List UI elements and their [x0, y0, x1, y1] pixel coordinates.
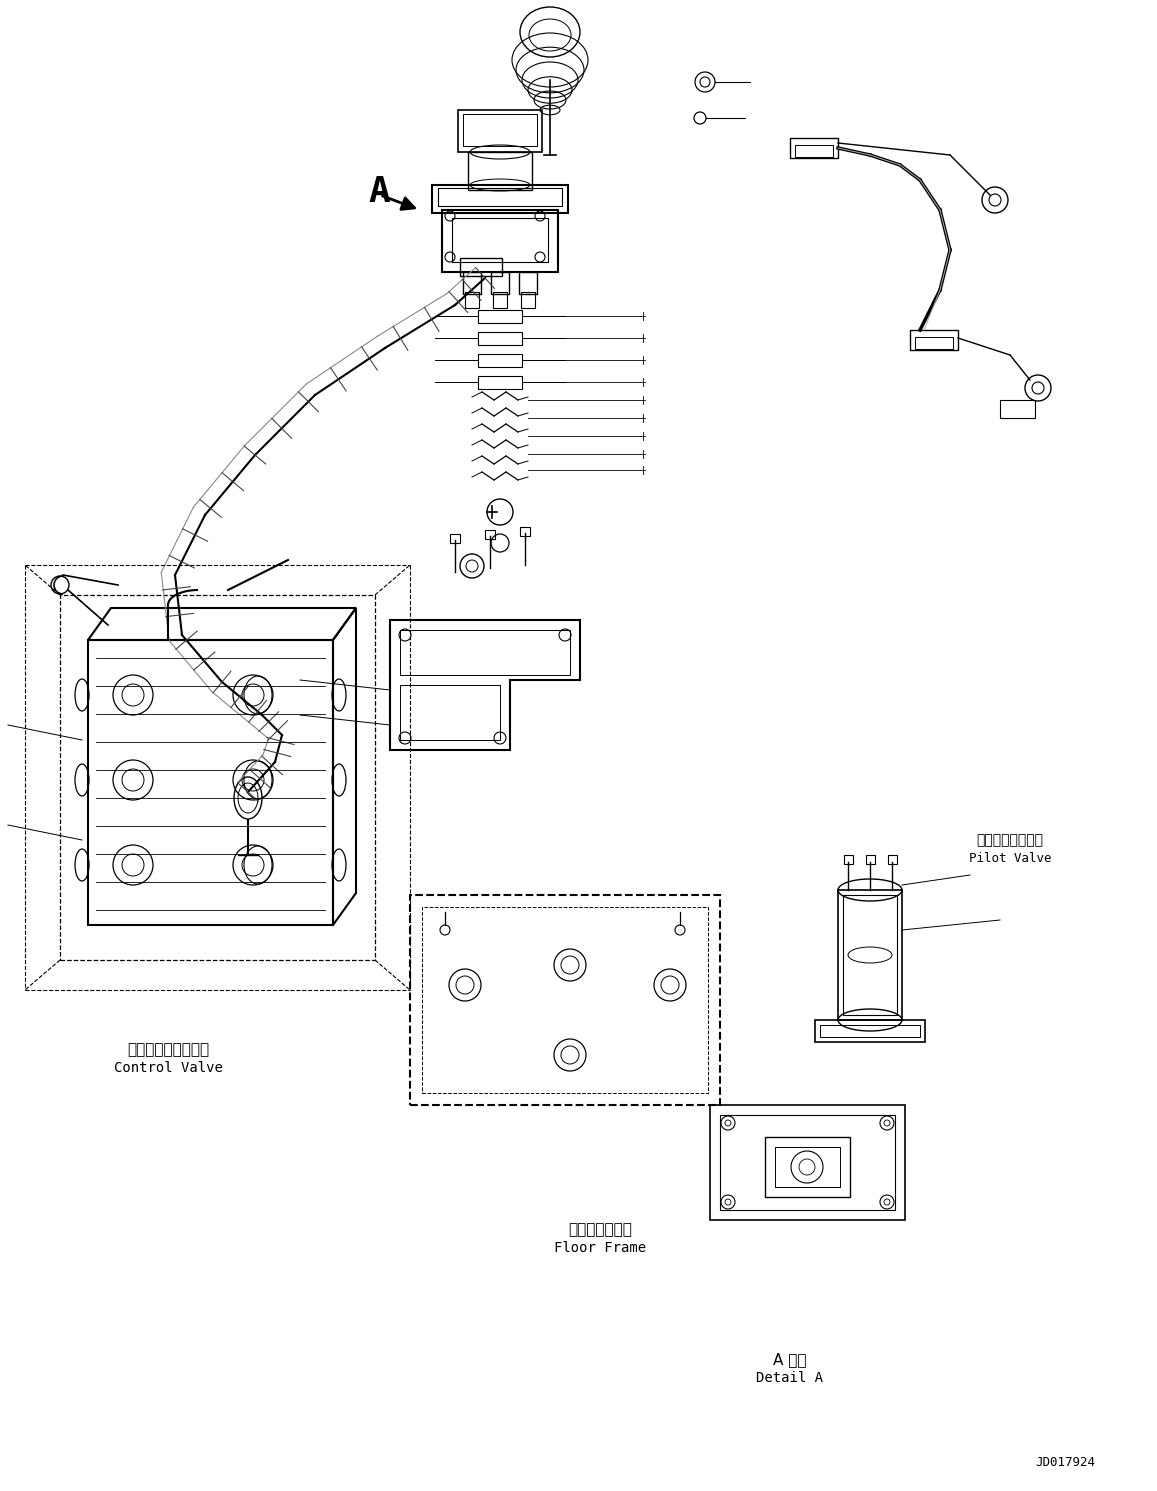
Bar [442, 210, 558, 271]
Bar [485, 529, 495, 540]
Bar [478, 310, 522, 324]
Bar [765, 1138, 850, 1197]
Text: Pilot Valve: Pilot Valve [968, 851, 1052, 865]
Text: パイロットバルブ: パイロットバルブ [977, 833, 1044, 847]
Text: コントロールバルブ: コントロールバルブ [127, 1042, 209, 1057]
Bar [521, 292, 535, 309]
Bar [60, 595, 375, 960]
Bar [410, 895, 720, 1105]
Bar [519, 526, 530, 535]
Bar [478, 353, 522, 367]
Bar [820, 1024, 920, 1038]
Bar [467, 152, 532, 189]
Bar [400, 631, 570, 675]
Bar [460, 258, 502, 276]
Bar [493, 292, 507, 309]
Bar [519, 271, 537, 294]
Bar [915, 337, 953, 349]
Bar [463, 113, 537, 146]
Bar [439, 188, 562, 206]
Bar [838, 890, 902, 1020]
Bar [1000, 400, 1036, 417]
Bar [889, 854, 897, 863]
Bar [465, 292, 479, 309]
Bar [422, 907, 708, 1093]
Bar [463, 271, 481, 294]
Bar [720, 1115, 896, 1211]
Bar [775, 1147, 840, 1187]
Bar [491, 271, 509, 294]
Bar [400, 684, 500, 740]
Bar [710, 1105, 905, 1220]
Bar [911, 330, 958, 350]
Bar [795, 145, 833, 157]
Text: フロアフレーム: フロアフレーム [568, 1223, 632, 1238]
Text: A 詳細: A 詳細 [773, 1352, 806, 1367]
Text: Control Valve: Control Valve [113, 1062, 222, 1075]
Bar [450, 534, 460, 543]
Bar [452, 218, 548, 262]
Text: Floor Frame: Floor Frame [554, 1241, 646, 1255]
Bar [790, 139, 838, 158]
Bar [843, 854, 853, 863]
Bar [843, 895, 897, 1015]
Text: JD017924: JD017924 [1036, 1455, 1095, 1469]
Bar [478, 332, 522, 344]
Text: Detail A: Detail A [757, 1372, 824, 1385]
Bar [458, 110, 541, 152]
Bar [865, 854, 875, 863]
Bar [88, 640, 333, 924]
Bar [815, 1020, 924, 1042]
Bar [478, 376, 522, 389]
Text: A: A [368, 174, 390, 209]
Bar [432, 185, 568, 213]
